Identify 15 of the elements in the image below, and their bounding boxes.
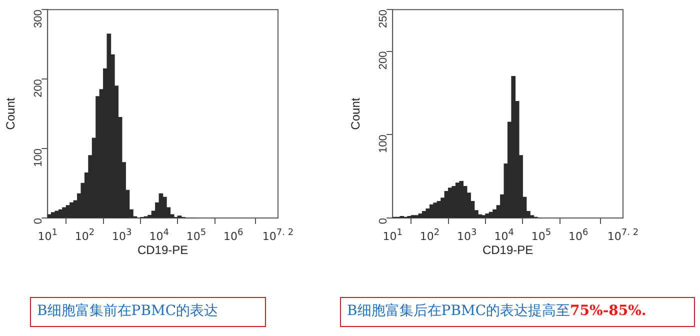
text: B细胞富集前在PBMC的表达 [37,303,218,319]
y-axis-title: Count [4,97,18,130]
y-axis-title: Count [348,97,363,130]
text: B细胞富集后在PBMC的表达提高至 [347,303,570,319]
y-tick-label: 0 [32,218,45,224]
y-tick-label: 250 [378,10,390,28]
y-tick-label: 200 [378,51,390,70]
x-axis-title: CD19-PE [137,243,188,258]
y-tick-label: 100 [32,148,45,167]
y-tick-label: 200 [32,79,45,98]
y-tick-label: 300 [32,10,45,28]
y-tick-label: 100 [378,134,390,153]
y-tick-label: 0 [378,218,390,224]
x-axis-title: CD19-PE [482,243,534,258]
text: 75%-85%. [570,303,646,319]
